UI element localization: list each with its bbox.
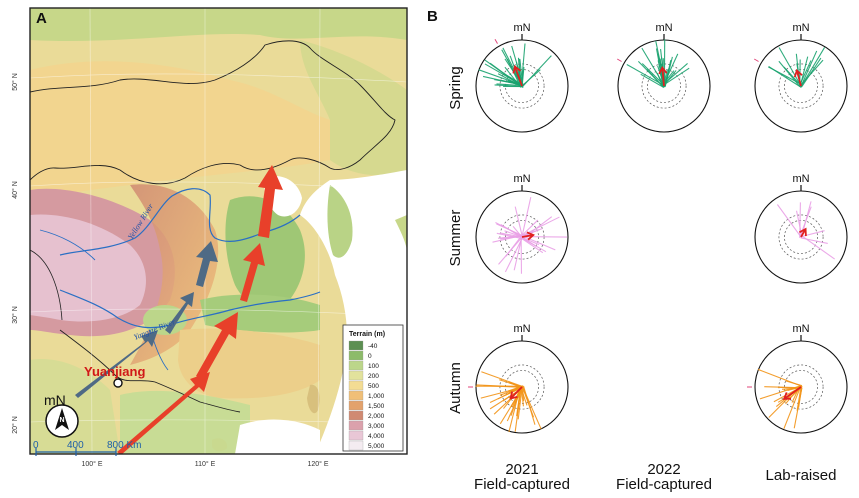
legend-label: 500 (368, 383, 379, 390)
legend-label: 100 (368, 363, 379, 370)
panel-a-letter: A (36, 10, 47, 27)
legend-label: 0 (368, 353, 372, 360)
rose-north-label: mN (792, 22, 809, 34)
row-label-spring: Spring (447, 66, 464, 109)
legend-swatch (349, 411, 363, 420)
col-sub-2021: Field-captured (474, 476, 570, 493)
legend-swatch (349, 381, 363, 390)
scale-tick-400: 400 (67, 440, 84, 451)
legend-label: 1,000 (368, 393, 385, 400)
legend-label: 5,000 (368, 443, 385, 450)
rose-plot-spring-0: mN (476, 22, 568, 132)
legend-label: 2,000 (368, 413, 385, 420)
legend-label: -40 (368, 343, 378, 350)
rose-north-label: mN (513, 323, 530, 335)
scale-tick-0: 0 (33, 440, 39, 451)
legend-swatch (349, 431, 363, 440)
rose-grid: mN mN mN mN mN mN mN (468, 22, 847, 433)
rose-north-label: mN (513, 173, 530, 185)
site-marker (114, 379, 122, 387)
lat-label-30: 30° N (11, 306, 19, 324)
lon-label-110: 110° E (195, 460, 216, 468)
legend-label: 4,000 (368, 433, 385, 440)
rose-north-label: mN (792, 323, 809, 335)
legend-swatch (349, 361, 363, 370)
legend-title: Terrain (m) (349, 331, 385, 338)
rose-plot-autumn-2: mN (747, 323, 847, 433)
southeast-hills (178, 329, 320, 399)
legend-swatch (349, 341, 363, 350)
longitude-labels: 100° E 110° E 120° E (81, 460, 328, 468)
row-label-summer: Summer (447, 210, 464, 267)
rose-north-label: mN (513, 22, 530, 34)
lat-label-20: 20° N (11, 416, 19, 434)
scale-tick-800: 800 Km (107, 440, 141, 451)
legend-label: 3,000 (368, 423, 385, 430)
legend-swatch (349, 441, 363, 450)
north-arrow-n: N (59, 417, 64, 424)
lon-label-120: 120° E (307, 460, 328, 468)
panel-b-letter: B (427, 8, 438, 25)
rose-plot-autumn-0: mN (468, 323, 568, 433)
legend-swatch (349, 371, 363, 380)
map-panel: Yellow River Yangtze River Yuanjiang 50°… (11, 8, 407, 468)
wind-tick (754, 59, 758, 62)
wind-tick (617, 59, 621, 62)
wind-tick (495, 39, 498, 43)
legend-swatch (349, 401, 363, 410)
terrain-legend: Terrain (m) -40 0 100 200 500 1,000 1,500 2,000… (343, 325, 403, 451)
legend-swatch (349, 391, 363, 400)
rose-plot-summer-0: mN (476, 173, 568, 283)
col-sub-2022: Field-captured (616, 476, 712, 493)
lat-label-40: 40° N (11, 181, 19, 199)
lat-label-50: 50° N (11, 73, 19, 91)
site-label: Yuanjiang (84, 364, 145, 379)
latitude-labels: 50° N 40° N 30° N 20° N (11, 73, 19, 434)
rose-plot-spring-2: mN (754, 22, 847, 132)
row-label-autumn: Autumn (447, 362, 464, 414)
legend-label: 200 (368, 373, 379, 380)
rose-plot-summer-2: mN (755, 173, 847, 283)
legend-swatch (349, 421, 363, 430)
lon-label-100: 100° E (81, 460, 102, 468)
rose-north-label: mN (655, 22, 672, 34)
rose-north-label: mN (792, 173, 809, 185)
rose-plot-spring-1: mN (617, 22, 710, 132)
legend-label: 1,500 (368, 403, 385, 410)
legend-swatch (349, 351, 363, 360)
col-sub-lab: Lab-raised (766, 467, 837, 484)
